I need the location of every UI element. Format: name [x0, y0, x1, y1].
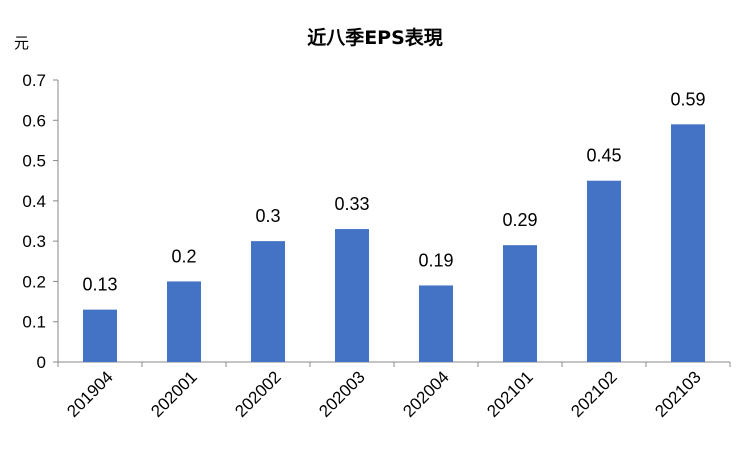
bar-202103: [671, 124, 705, 362]
value-label-202102: 0.45: [586, 146, 621, 166]
y-axis: 0 0.1 0.2 0.3 0.4 0.5 0.6 0.7: [22, 71, 59, 372]
x-tick-label-202002: 202002: [231, 367, 285, 421]
y-tick-label: 0.7: [22, 71, 46, 90]
value-label-201904: 0.13: [82, 275, 117, 295]
value-label-202103: 0.59: [670, 89, 705, 109]
x-tick-label-202101: 202101: [483, 367, 537, 421]
y-tick-label: 0: [37, 353, 46, 372]
bar-202003: [335, 229, 369, 362]
value-label-202101: 0.29: [502, 210, 537, 230]
value-label-202003: 0.33: [334, 194, 369, 214]
y-tick-label: 0.5: [22, 152, 46, 171]
y-tick-label: 0.1: [22, 313, 46, 332]
x-tick-label-201904: 201904: [63, 367, 117, 421]
y-tick-label: 0.2: [22, 272, 46, 291]
y-tick-label: 0.3: [22, 232, 46, 251]
x-tick-label-202102: 202102: [567, 367, 621, 421]
y-tick-label: 0.6: [22, 111, 46, 130]
bar-202001: [167, 281, 201, 362]
bar-202101: [503, 245, 537, 362]
x-tick-label-202001: 202001: [147, 367, 201, 421]
bar-202004: [419, 285, 453, 362]
bar-201904: [83, 309, 117, 362]
chart-title: 近八季EPS表現: [307, 26, 443, 49]
value-label-202002: 0.3: [255, 206, 280, 226]
x-tick-label-202103: 202103: [651, 367, 705, 421]
bar-202102: [587, 180, 621, 362]
value-labels: 0.13 0.2 0.3 0.33 0.19 0.29 0.45 0.59: [82, 89, 705, 294]
x-axis: 201904 202001 202002 202003 202004 202101 2021…: [57, 361, 731, 421]
y-axis-unit-label: 元: [14, 34, 29, 52]
x-tick-label-202003: 202003: [315, 367, 369, 421]
y-tick-label: 0.4: [22, 192, 46, 211]
bar-202002: [251, 241, 285, 362]
value-label-202001: 0.2: [171, 246, 196, 266]
value-label-202004: 0.19: [418, 250, 453, 270]
bars: [83, 124, 705, 362]
x-tick-label-202004: 202004: [399, 367, 453, 421]
